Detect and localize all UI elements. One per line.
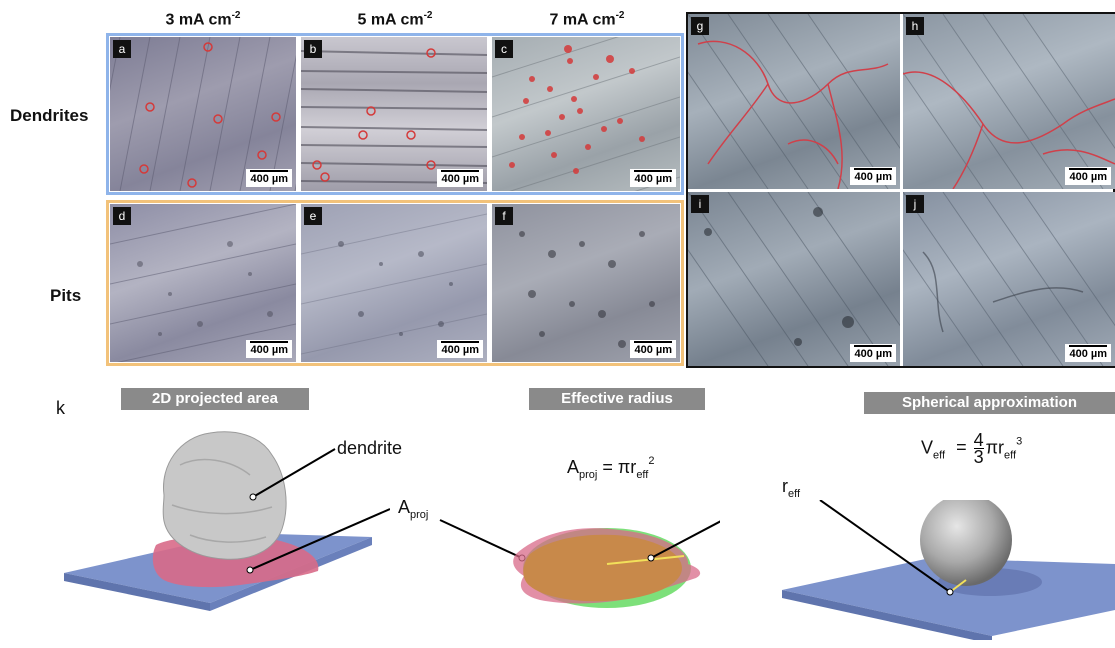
panel-label: i	[691, 195, 709, 213]
panel-f-micrograph: f 400 µm	[492, 204, 680, 362]
section-k-label: k	[56, 398, 65, 418]
effective-radius-illustration	[439, 519, 720, 608]
tag-projected-area: 2D projected area	[121, 388, 309, 410]
panel-label: e	[304, 207, 322, 225]
scale-bar: 400 µm	[1065, 344, 1111, 362]
scale-bar: 400 µm	[246, 169, 292, 187]
panel-label: c	[495, 40, 513, 58]
scale-bar: 400 µm	[850, 167, 896, 185]
merged-area	[523, 534, 682, 602]
dendrite-illustration	[64, 431, 390, 611]
sphere-illustration	[782, 500, 1115, 640]
panel-b-texture	[301, 48, 487, 184]
panel-d-micrograph: d 400 µm	[110, 204, 296, 362]
tag-effective-radius: Effective radius	[529, 388, 705, 410]
column-header-3ma: 3 mA cm-2	[165, 10, 241, 29]
dendrite-shape	[162, 431, 287, 560]
dendrite-annotation: dendrite	[337, 438, 403, 458]
panel-c-texture	[492, 37, 680, 191]
panel-j-texture	[903, 192, 1115, 366]
panel-i-micrograph: i 400 µm	[688, 192, 900, 366]
panel-e-texture	[301, 213, 487, 355]
panel-e-micrograph: e 400 µm	[301, 204, 487, 362]
scale-bar: 400 µm	[630, 340, 676, 358]
panel-label: b	[304, 40, 322, 58]
column-header-7ma: 7 mA cm-2	[549, 10, 625, 29]
area-equation: Aproj = πreff2	[567, 455, 655, 481]
scale-bar: 400 µm	[246, 340, 292, 358]
column-header-5ma: 5 mA cm-2	[357, 10, 433, 29]
panel-label: d	[113, 207, 131, 225]
panel-c-micrograph: c 400 µm	[492, 37, 680, 191]
panel-label: a	[113, 40, 131, 58]
scale-bar: 400 µm	[850, 344, 896, 362]
panel-label: j	[906, 195, 924, 213]
panel-g-micrograph: g 400 µm	[688, 14, 900, 189]
panel-label: h	[906, 17, 924, 35]
pits-frame	[106, 200, 684, 366]
scale-bar: 400 µm	[437, 340, 483, 358]
r-eff-annotation: reff	[782, 476, 801, 500]
scale-bar: 400 µm	[630, 169, 676, 187]
panel-b-micrograph: b 400 µm	[301, 37, 487, 191]
a-proj-annotation: Aproj	[398, 497, 429, 521]
dendrites-frame	[106, 33, 684, 195]
panel-a-texture	[110, 37, 296, 191]
panel-i-texture	[688, 192, 900, 366]
panel-h-micrograph: h 400 µm	[903, 14, 1115, 189]
scale-bar: 400 µm	[437, 169, 483, 187]
panel-j-micrograph: j 400 µm	[903, 192, 1115, 366]
panel-label: f	[495, 207, 513, 225]
panel-label: g	[691, 17, 709, 35]
panel-h-texture	[903, 14, 1115, 189]
volume-equation: Veff = 4 3 πreff3	[921, 430, 1023, 467]
panel-a-micrograph: a 400 µm	[110, 37, 296, 191]
scale-bar: 400 µm	[1065, 167, 1111, 185]
radius-line	[606, 555, 685, 565]
large-panels-frame	[686, 12, 1115, 368]
panel-g-texture	[688, 14, 900, 189]
panel-f-texture	[519, 231, 655, 348]
row-label-pits: Pits	[50, 286, 82, 305]
tag-spherical-approximation: Spherical approximation	[864, 392, 1115, 414]
panel-d-texture	[110, 204, 296, 362]
sphere-shape	[920, 500, 1012, 586]
row-label-dendrites: Dendrites	[10, 106, 89, 125]
